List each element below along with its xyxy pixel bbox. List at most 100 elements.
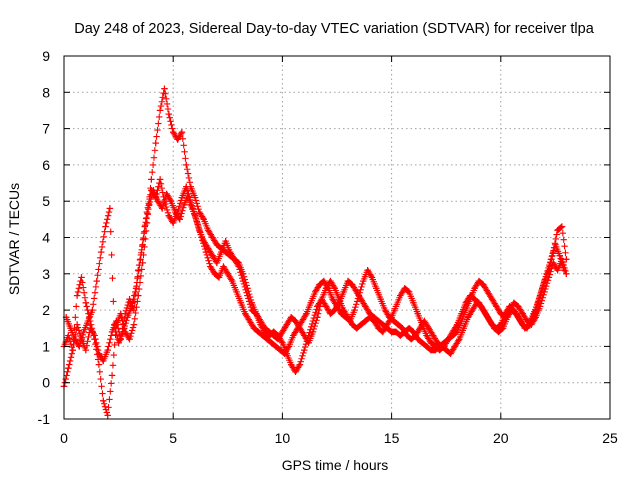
data-point (329, 296, 336, 303)
data-point (69, 346, 76, 354)
data-point (156, 107, 164, 114)
data-point (185, 190, 192, 198)
data-point (132, 285, 140, 292)
data-point (303, 310, 310, 317)
data-point (198, 234, 205, 241)
series-track-a (60, 176, 570, 376)
data-point (257, 317, 264, 325)
data-point (390, 317, 397, 325)
data-point (274, 335, 282, 343)
data-point (165, 212, 173, 219)
data-point (357, 296, 365, 303)
data-point (156, 176, 164, 183)
data-point (82, 299, 90, 307)
data-point (325, 285, 332, 292)
data-point (460, 325, 467, 332)
data-point (554, 227, 561, 234)
data-point (410, 299, 417, 307)
data-point (482, 310, 489, 317)
data-point (298, 317, 306, 325)
data-point (521, 325, 529, 332)
data-point (451, 343, 459, 350)
data-point (119, 328, 127, 336)
data-point (80, 328, 87, 336)
data-point (268, 339, 275, 346)
data-point (493, 303, 500, 310)
data-point (397, 332, 404, 339)
data-point (338, 310, 345, 317)
data-point (425, 325, 432, 332)
data-point (530, 310, 537, 317)
data-point (165, 110, 173, 118)
data-point (370, 317, 378, 325)
data-point (360, 277, 367, 285)
data-point (397, 292, 404, 299)
data-point (346, 317, 354, 325)
y-tick-labels: -1 0 1 2 3 4 5 6 7 8 9 (38, 48, 51, 427)
y-tick-label: 5 (42, 193, 50, 209)
data-point (82, 346, 90, 354)
data-point (554, 266, 561, 274)
data-point (401, 285, 408, 292)
data-point (512, 310, 520, 317)
y-tick-label: 6 (42, 157, 50, 173)
data-point (178, 194, 186, 201)
y-tick-label: 1 (42, 338, 50, 354)
data-point (196, 208, 203, 216)
data-point (416, 325, 424, 332)
data-point (279, 328, 286, 336)
data-point (106, 205, 114, 212)
data-point (189, 205, 197, 212)
data-point (170, 219, 177, 227)
data-point (187, 183, 194, 190)
data-point (525, 321, 533, 328)
data-point (309, 328, 317, 336)
data-point (226, 252, 234, 259)
data-point (244, 285, 251, 292)
data-point (148, 176, 155, 183)
data-point (89, 306, 96, 314)
data-point (150, 187, 157, 194)
data-point (506, 303, 513, 310)
data-point (318, 296, 325, 303)
data-point (508, 306, 515, 314)
data-point (405, 325, 413, 332)
data-point (366, 314, 373, 321)
data-point (102, 223, 109, 230)
data-point (266, 328, 273, 336)
data-point (495, 328, 502, 336)
data-point (277, 346, 284, 354)
data-point (261, 325, 269, 332)
data-point (558, 223, 566, 230)
data-point (145, 201, 153, 209)
data-point (263, 335, 271, 343)
data-point (115, 339, 122, 346)
data-point (228, 277, 236, 285)
data-point (362, 317, 369, 325)
data-point (279, 339, 286, 346)
data-point (117, 310, 124, 317)
data-point (215, 274, 223, 281)
data-point (204, 245, 212, 252)
data-point (301, 346, 308, 354)
data-point (421, 317, 428, 325)
data-point (403, 332, 411, 339)
data-point (307, 299, 314, 307)
data-point (447, 350, 454, 357)
data-point (95, 361, 103, 368)
data-point (292, 317, 299, 325)
data-point (211, 270, 218, 277)
data-point (471, 285, 478, 292)
data-point (292, 368, 299, 376)
data-point (386, 314, 393, 321)
series-markers (60, 85, 570, 419)
data-point (373, 285, 380, 292)
data-point (449, 328, 456, 336)
data-point (434, 339, 441, 346)
data-point (218, 245, 225, 252)
data-point (443, 346, 450, 354)
data-point (73, 292, 81, 299)
data-point (287, 314, 295, 321)
data-point (224, 270, 231, 277)
data-point (351, 306, 358, 314)
